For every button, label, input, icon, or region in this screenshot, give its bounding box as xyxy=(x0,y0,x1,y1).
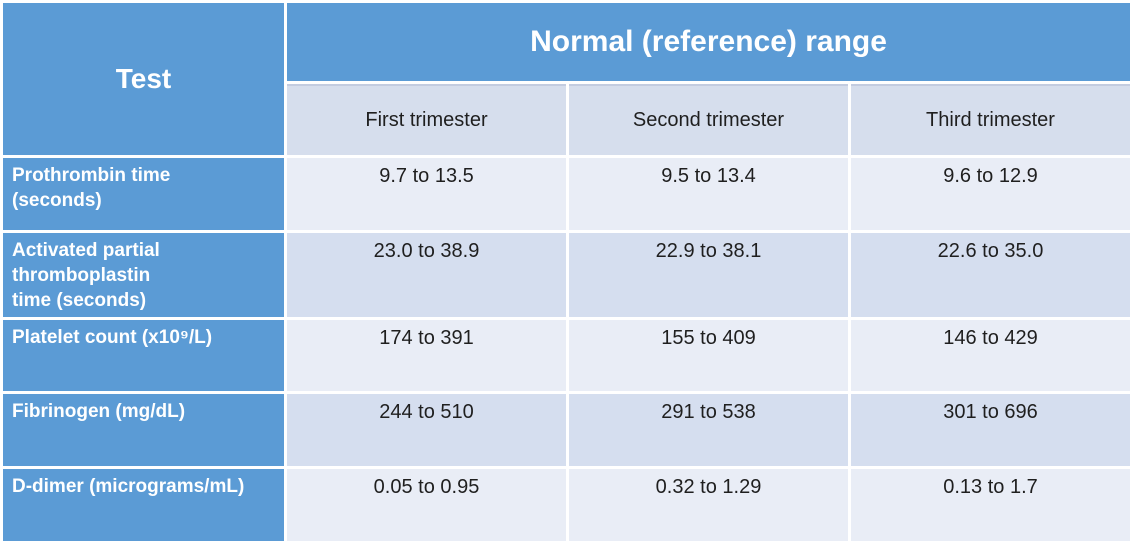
column-header-first-trimester: First trimester xyxy=(287,84,566,155)
cell-value: 301 to 696 xyxy=(851,394,1131,467)
row-label-d-dimer: D-dimer (micrograms/mL) xyxy=(3,469,284,542)
cell-value: 291 to 538 xyxy=(569,394,848,467)
table-row-d-dimer: D-dimer (micrograms/mL) 0.05 to 0.95 0.3… xyxy=(3,469,1131,542)
row-label-aptt: Activated partial thromboplastin time (s… xyxy=(3,233,284,318)
table-row-platelet-count: Platelet count (x10⁹/L) 174 to 391 155 t… xyxy=(3,320,1131,392)
cell-value: 155 to 409 xyxy=(569,320,848,392)
cell-value: 146 to 429 xyxy=(851,320,1131,392)
table-row-fibrinogen: Fibrinogen (mg/dL) 244 to 510 291 to 538… xyxy=(3,394,1131,467)
banner-header-normal-range: Normal (reference) range xyxy=(287,3,1131,81)
cell-value: 0.13 to 1.7 xyxy=(851,469,1131,542)
trimester-header-row: First trimester Second trimester Third t… xyxy=(3,84,1131,155)
cell-value: 9.6 to 12.9 xyxy=(851,158,1131,230)
cell-value: 0.05 to 0.95 xyxy=(287,469,566,542)
cell-value: 22.9 to 38.1 xyxy=(569,233,848,318)
cell-value: 9.7 to 13.5 xyxy=(287,158,566,230)
column-header-third-trimester: Third trimester xyxy=(851,84,1131,155)
table-row-prothrombin-time: Prothrombin time (seconds) 9.7 to 13.5 9… xyxy=(3,158,1131,230)
cell-value: 22.6 to 35.0 xyxy=(851,233,1131,318)
cell-value: 9.5 to 13.4 xyxy=(569,158,848,230)
corner-header-test: Test xyxy=(3,3,284,155)
cell-value: 174 to 391 xyxy=(287,320,566,392)
cell-value: 23.0 to 38.9 xyxy=(287,233,566,318)
row-label-fibrinogen: Fibrinogen (mg/dL) xyxy=(3,394,284,467)
table-row-aptt: Activated partial thromboplastin time (s… xyxy=(3,233,1131,318)
cell-value: 0.32 to 1.29 xyxy=(569,469,848,542)
row-label-prothrombin-time: Prothrombin time (seconds) xyxy=(3,158,284,230)
cell-value: 244 to 510 xyxy=(287,394,566,467)
row-label-platelet-count: Platelet count (x10⁹/L) xyxy=(3,320,284,392)
column-header-second-trimester: Second trimester xyxy=(569,84,848,155)
